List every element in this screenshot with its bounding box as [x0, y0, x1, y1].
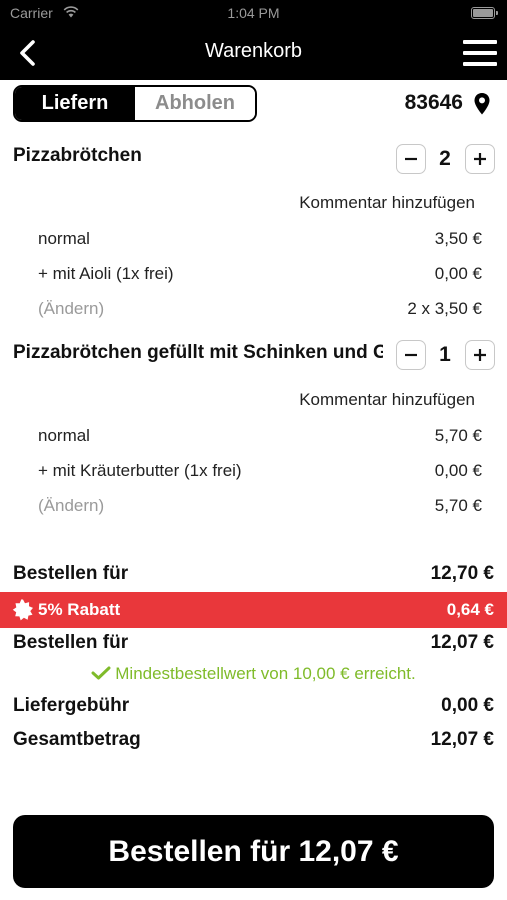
- option-price: 5,70 €: [434, 426, 482, 445]
- cart-item-title: Pizzabrötchen gefüllt mit Schinken und G…: [13, 342, 383, 363]
- quantity-value: 1: [439, 343, 451, 366]
- discount-row: 5% Rabatt 0,64 €: [0, 592, 507, 628]
- line-total: 2 x 3,50 €: [407, 299, 482, 318]
- min-order-text: Mindestbestellwert von 10,00 € erreicht.: [115, 664, 416, 683]
- tab-liefern[interactable]: Liefern: [15, 87, 135, 120]
- place-order-button[interactable]: Bestellen für 12,07 €: [13, 815, 494, 888]
- checkmark-icon: [91, 666, 111, 680]
- increase-quantity-button[interactable]: [465, 144, 495, 174]
- page-title: Warenkorb: [204, 40, 303, 62]
- delivery-mode-toggle: Liefern Abholen: [13, 85, 257, 122]
- option-price: 3,50 €: [434, 229, 482, 248]
- nav-bar: Warenkorb: [0, 26, 507, 80]
- discounted-subtotal-value: 12,07 €: [430, 632, 494, 653]
- tab-abholen[interactable]: Abholen: [135, 87, 255, 120]
- delivery-fee-label: Liefergebühr: [13, 695, 130, 716]
- option-price: 0,00 €: [434, 264, 482, 283]
- edit-item-link[interactable]: (Ändern): [38, 299, 105, 318]
- plus-icon: [474, 153, 486, 165]
- wifi-icon: [63, 6, 79, 18]
- minus-icon: [405, 353, 417, 357]
- zip-code[interactable]: 83646: [404, 91, 463, 114]
- plus-icon: [474, 349, 486, 361]
- cart-item-title: Pizzabrötchen: [13, 145, 142, 166]
- discount-label: 5% Rabatt: [38, 600, 121, 619]
- quantity-value: 2: [439, 147, 451, 170]
- subtotal-value: 12,70 €: [430, 563, 494, 584]
- edit-item-link[interactable]: (Ändern): [38, 496, 105, 515]
- delivery-fee-value: 0,00 €: [441, 695, 494, 716]
- hamburger-menu-icon[interactable]: [463, 40, 497, 66]
- subtotal-label: Bestellen für: [13, 563, 129, 584]
- minus-icon: [405, 157, 417, 161]
- decrease-quantity-button[interactable]: [396, 144, 426, 174]
- discounted-subtotal-label: Bestellen für: [13, 632, 129, 653]
- back-arrow-icon[interactable]: [14, 38, 42, 68]
- increase-quantity-button[interactable]: [465, 340, 495, 370]
- discount-badge-icon: [12, 599, 34, 621]
- option-price: 0,00 €: [434, 461, 482, 480]
- battery-icon: [471, 7, 498, 19]
- add-comment-link[interactable]: Kommentar hinzufügen: [299, 390, 475, 409]
- status-bar: Carrier 1:04 PM: [0, 0, 507, 26]
- option-label: normal: [38, 229, 90, 248]
- decrease-quantity-button[interactable]: [396, 340, 426, 370]
- option-label: + mit Aioli (1x frei): [38, 264, 174, 283]
- status-time: 1:04 PM: [227, 5, 280, 21]
- carrier-label: Carrier: [10, 5, 53, 21]
- option-label: + mit Kräuterbutter (1x frei): [38, 461, 242, 480]
- add-comment-link[interactable]: Kommentar hinzufügen: [299, 193, 475, 212]
- total-label: Gesamtbetrag: [13, 729, 141, 750]
- total-value: 12,07 €: [430, 729, 494, 750]
- discount-value: 0,64 €: [446, 600, 494, 619]
- line-total: 5,70 €: [434, 496, 482, 515]
- option-label: normal: [38, 426, 90, 445]
- min-order-notice: Mindestbestellwert von 10,00 € erreicht.: [0, 664, 507, 684]
- location-pin-icon[interactable]: [473, 92, 491, 116]
